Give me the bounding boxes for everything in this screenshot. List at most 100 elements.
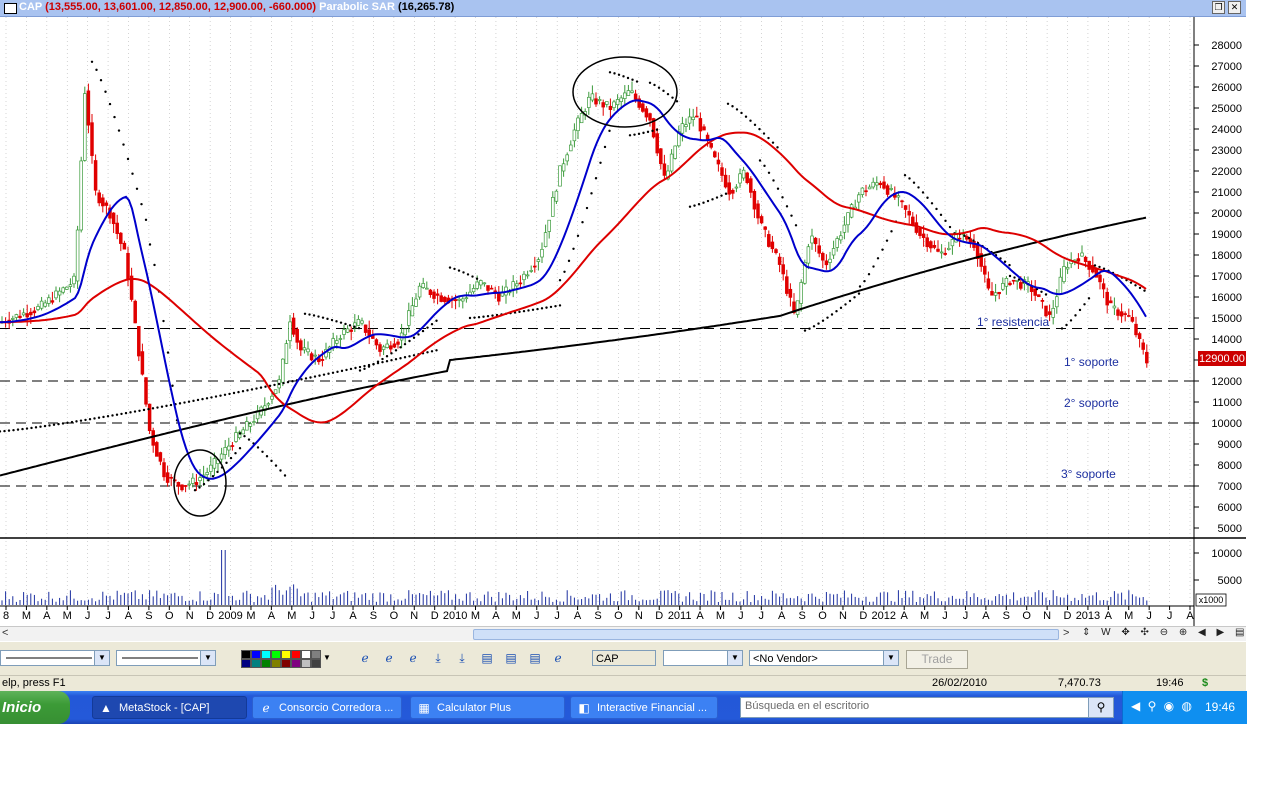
candle-body <box>295 328 299 343</box>
candle-body <box>903 205 908 210</box>
price-chart-svg[interactable]: 1° resistencia 1° soporte 2° soporte 3° sop… <box>0 17 1246 626</box>
price-chart-area[interactable]: 1° resistencia 1° soporte 2° soporte 3° sop… <box>0 17 1246 631</box>
tray-icons[interactable]: ◀ ⚲ ◉ ◍ <box>1131 699 1194 713</box>
scroll-thumb[interactable] <box>473 629 1059 640</box>
symbol-field[interactable]: CAP <box>592 650 656 666</box>
candle-body <box>619 97 623 102</box>
sar-dot <box>214 395 218 398</box>
color-swatch[interactable] <box>291 659 301 668</box>
task-interactive-financial[interactable]: ◧ Interactive Financial ... <box>570 696 718 719</box>
sar-dot <box>457 269 461 272</box>
price-tick-label: 6000 <box>1218 502 1242 514</box>
candle-body <box>25 313 29 318</box>
sar-dot <box>767 136 770 140</box>
candle-body <box>630 90 634 93</box>
candle-body <box>126 252 130 280</box>
candle-body <box>1123 313 1127 315</box>
candle-body <box>511 281 515 290</box>
periodicity-select[interactable]: ▼ <box>663 650 743 666</box>
ie-icon[interactable]: ℯ <box>409 651 417 665</box>
candle-body <box>878 182 883 186</box>
chart-horizontal-scrollbar[interactable]: < > ⇕ W ✥ ✣ ⊖ ⊕ ◀ ▶ ▤ <box>0 626 1246 641</box>
task-browser[interactable]: ℯ Consorcio Corredora ... <box>252 696 402 719</box>
color-swatch[interactable] <box>301 650 311 659</box>
sar-dot <box>790 214 793 217</box>
candle-body <box>590 93 595 101</box>
candle-body <box>997 291 1001 295</box>
vendor-select[interactable]: <No Vendor> ▼ <box>749 650 899 666</box>
color-swatch[interactable] <box>241 659 251 668</box>
sar-dot <box>228 392 231 396</box>
scroll-left-arrow-icon[interactable]: < <box>2 627 9 639</box>
ie-icon[interactable]: ℯ <box>361 651 369 665</box>
support-resistance-lines <box>0 328 1194 487</box>
close-window-icon[interactable]: ✕ <box>1228 1 1241 14</box>
candle-body <box>533 265 537 268</box>
price-tick-label: 10000 <box>1211 418 1242 430</box>
ie-icon[interactable]: ℯ <box>385 651 393 665</box>
color-swatch[interactable] <box>281 650 291 659</box>
candle-body <box>623 92 627 99</box>
sar-dot <box>781 196 784 199</box>
sar-dot <box>558 279 562 282</box>
sar-dot <box>238 432 242 435</box>
color-swatch[interactable] <box>251 650 261 659</box>
color-swatch[interactable] <box>251 659 261 668</box>
sar-dot <box>246 389 249 392</box>
time-tick-label: M <box>287 610 296 622</box>
download-icon[interactable]: ⤓ <box>435 651 441 665</box>
color-swatch[interactable] <box>261 659 271 668</box>
sar-dot <box>1134 284 1137 287</box>
color-swatch[interactable] <box>261 650 271 659</box>
candle-body <box>61 287 65 293</box>
color-swatch[interactable] <box>291 650 301 659</box>
ie-icon[interactable]: ℯ <box>554 651 562 665</box>
color-swatch[interactable] <box>271 659 281 668</box>
color-swatch[interactable] <box>241 650 251 659</box>
sar-dot <box>408 355 411 358</box>
status-date: 26/02/2010 <box>932 677 988 689</box>
task-calculator[interactable]: ▦ Calculator Plus <box>410 696 565 719</box>
candle-body <box>248 423 253 427</box>
sar-dot <box>603 145 607 149</box>
search-icon[interactable]: ⚲ <box>1088 698 1113 717</box>
layout-icon[interactable]: ▤ <box>529 651 541 665</box>
color-swatch[interactable] <box>311 659 321 668</box>
sar-dot <box>403 342 407 346</box>
color-swatch[interactable] <box>281 659 291 668</box>
layout-icon[interactable]: ▤ <box>481 651 493 665</box>
candle-body <box>39 300 44 309</box>
trade-button[interactable]: Trade <box>906 650 968 669</box>
sar-dot <box>558 304 562 307</box>
scroll-right-arrow-icon[interactable]: > <box>1063 627 1070 639</box>
sar-dot <box>282 381 285 385</box>
color-swatch[interactable] <box>311 650 321 659</box>
candle-body <box>900 200 904 203</box>
candle-body <box>871 181 875 188</box>
task-metastock[interactable]: ▲ MetaStock - [CAP] <box>92 696 247 719</box>
price-tick-label: 15000 <box>1211 313 1242 325</box>
sar-dot <box>545 306 548 309</box>
time-tick-label: A <box>1105 610 1113 622</box>
window-system-icon[interactable] <box>4 3 17 14</box>
line-weight-select[interactable]: ▼ <box>116 650 216 666</box>
line-style-select[interactable]: ▼ <box>0 650 110 666</box>
candle-body <box>1145 351 1149 364</box>
color-palette[interactable] <box>241 650 321 668</box>
start-button[interactable]: Inicio <box>0 691 70 724</box>
download-icon[interactable]: ⤓ <box>459 651 465 665</box>
color-swatch[interactable] <box>271 650 281 659</box>
color-swatch[interactable] <box>301 659 311 668</box>
restore-window-icon[interactable]: ❐ <box>1212 1 1225 14</box>
candle-body <box>306 348 310 353</box>
candle-body <box>572 129 577 142</box>
desktop-search-box[interactable]: Búsqueda en el escritorio ⚲ <box>740 697 1114 718</box>
candle-body <box>86 90 91 126</box>
candle-body <box>209 464 213 472</box>
sar-dot <box>740 111 743 115</box>
chart-navigation-icons[interactable]: ⇕ W ✥ ✣ ⊖ ⊕ ◀ ▶ ▤ <box>1082 627 1249 638</box>
layout-icon[interactable]: ▤ <box>505 651 517 665</box>
candle-body <box>187 483 191 486</box>
palette-dropdown-icon[interactable]: ▼ <box>323 653 331 662</box>
task-label: MetaStock - [CAP] <box>119 702 210 714</box>
